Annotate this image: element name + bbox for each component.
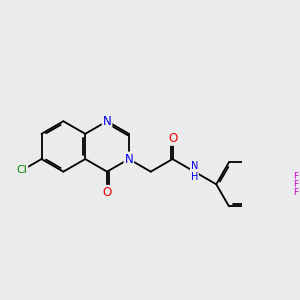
Text: Cl: Cl: [16, 165, 27, 176]
Text: N
H: N H: [191, 161, 198, 182]
Text: N: N: [124, 153, 133, 166]
Text: F: F: [294, 180, 299, 189]
Text: F: F: [294, 188, 299, 197]
Text: O: O: [168, 132, 177, 145]
Text: N: N: [103, 115, 111, 128]
Text: O: O: [102, 186, 112, 199]
Text: F: F: [294, 172, 299, 181]
